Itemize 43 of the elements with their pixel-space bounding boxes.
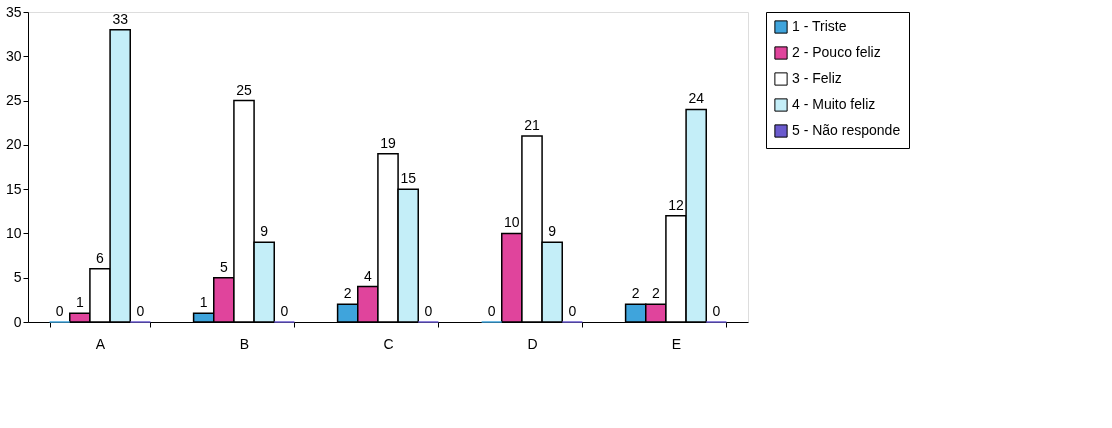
data-label: 5 <box>219 258 228 275</box>
data-label: 6 <box>96 249 105 266</box>
x-tick-label: C <box>383 335 394 352</box>
y-tick-label: 15 <box>5 180 22 197</box>
y-tick-label: 10 <box>5 224 22 241</box>
y-tick-label: 30 <box>5 47 22 64</box>
x-tick-label: A <box>95 335 106 352</box>
data-label: 0 <box>280 303 289 319</box>
data-label: 2 <box>631 285 640 302</box>
y-tick-label: 20 <box>5 136 22 153</box>
data-label: 2 <box>343 285 352 302</box>
data-label: 9 <box>260 223 269 240</box>
data-label: 2 <box>651 285 660 302</box>
data-label: 1 <box>199 294 208 311</box>
data-label: 25 <box>236 81 252 98</box>
legend-label: 4 - Muito feliz <box>792 96 876 112</box>
legend-label: 1 - Triste <box>792 18 847 34</box>
legend-label: 2 - Pouco feliz <box>792 44 881 60</box>
data-label: 10 <box>504 214 520 231</box>
x-tick-label: B <box>239 335 250 352</box>
legend-label: 5 - Não responde <box>792 122 901 138</box>
y-tick-label: 35 <box>5 3 22 20</box>
y-tick-label: 25 <box>5 92 22 109</box>
x-tick-label: E <box>671 335 682 352</box>
data-label: 19 <box>380 134 396 151</box>
data-label: 33 <box>112 10 129 27</box>
x-tick-label: D <box>527 335 538 352</box>
data-label: 0 <box>568 303 577 319</box>
data-label: 15 <box>400 170 417 187</box>
legend-label: 3 - Feliz <box>792 70 842 86</box>
data-label: 0 <box>55 303 64 319</box>
data-label: 0 <box>487 303 496 319</box>
y-tick-label: 5 <box>13 269 22 286</box>
data-label: 0 <box>424 303 433 319</box>
data-label: 12 <box>668 196 684 213</box>
data-label: 24 <box>688 90 705 107</box>
data-label: 4 <box>363 267 372 284</box>
data-label: 0 <box>136 303 145 319</box>
data-label: 9 <box>548 223 557 240</box>
data-label: 1 <box>75 294 84 311</box>
data-label: 0 <box>712 303 721 319</box>
data-label: 21 <box>524 117 540 133</box>
y-tick-label: 0 <box>13 313 22 330</box>
